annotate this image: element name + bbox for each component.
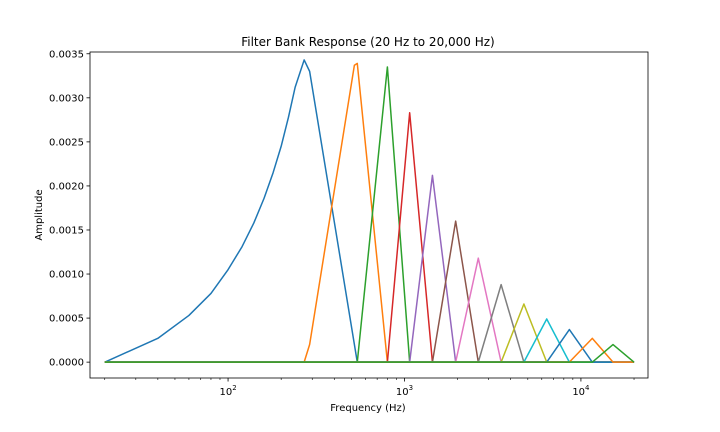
y-tick-label-5: 0.0020 — [49, 181, 84, 192]
y-tick-label-1: 0.0000 — [49, 358, 84, 369]
series-line-2 — [104, 62, 635, 363]
y-tick-label-8: 0.0035 — [49, 49, 84, 60]
x-tick-label-1: 102 — [219, 384, 236, 398]
x-tick-label-3: 104 — [572, 384, 590, 398]
y-tick-label-2: 0.0005 — [49, 314, 84, 325]
chart-title: Filter Bank Response (20 Hz to 20,000 Hz… — [241, 35, 495, 49]
plot-frame — [89, 51, 649, 379]
y-tick-label-6: 0.0025 — [49, 137, 84, 148]
x-axis-ticks: 102 103 104 — [104, 378, 635, 398]
series-line-3 — [104, 66, 635, 363]
y-axis-label: Amplitude — [34, 189, 45, 240]
x-tick-label-2: 103 — [396, 384, 413, 398]
series-layer — [104, 59, 635, 363]
y-tick-label-7: 0.0030 — [49, 93, 84, 104]
series-line-1 — [104, 59, 635, 363]
y-axis-ticks: 0.0000 0.0005 0.0010 0.0015 0.0020 0.0025 0.00… — [49, 49, 90, 369]
series-line-7 — [104, 257, 635, 363]
x-axis-label: Frequency (Hz) — [330, 403, 406, 414]
series-line-13 — [104, 343, 635, 363]
series-line-10 — [104, 318, 635, 363]
y-tick-label-4: 0.0015 — [49, 225, 84, 236]
y-tick-label-3: 0.0010 — [49, 270, 84, 281]
